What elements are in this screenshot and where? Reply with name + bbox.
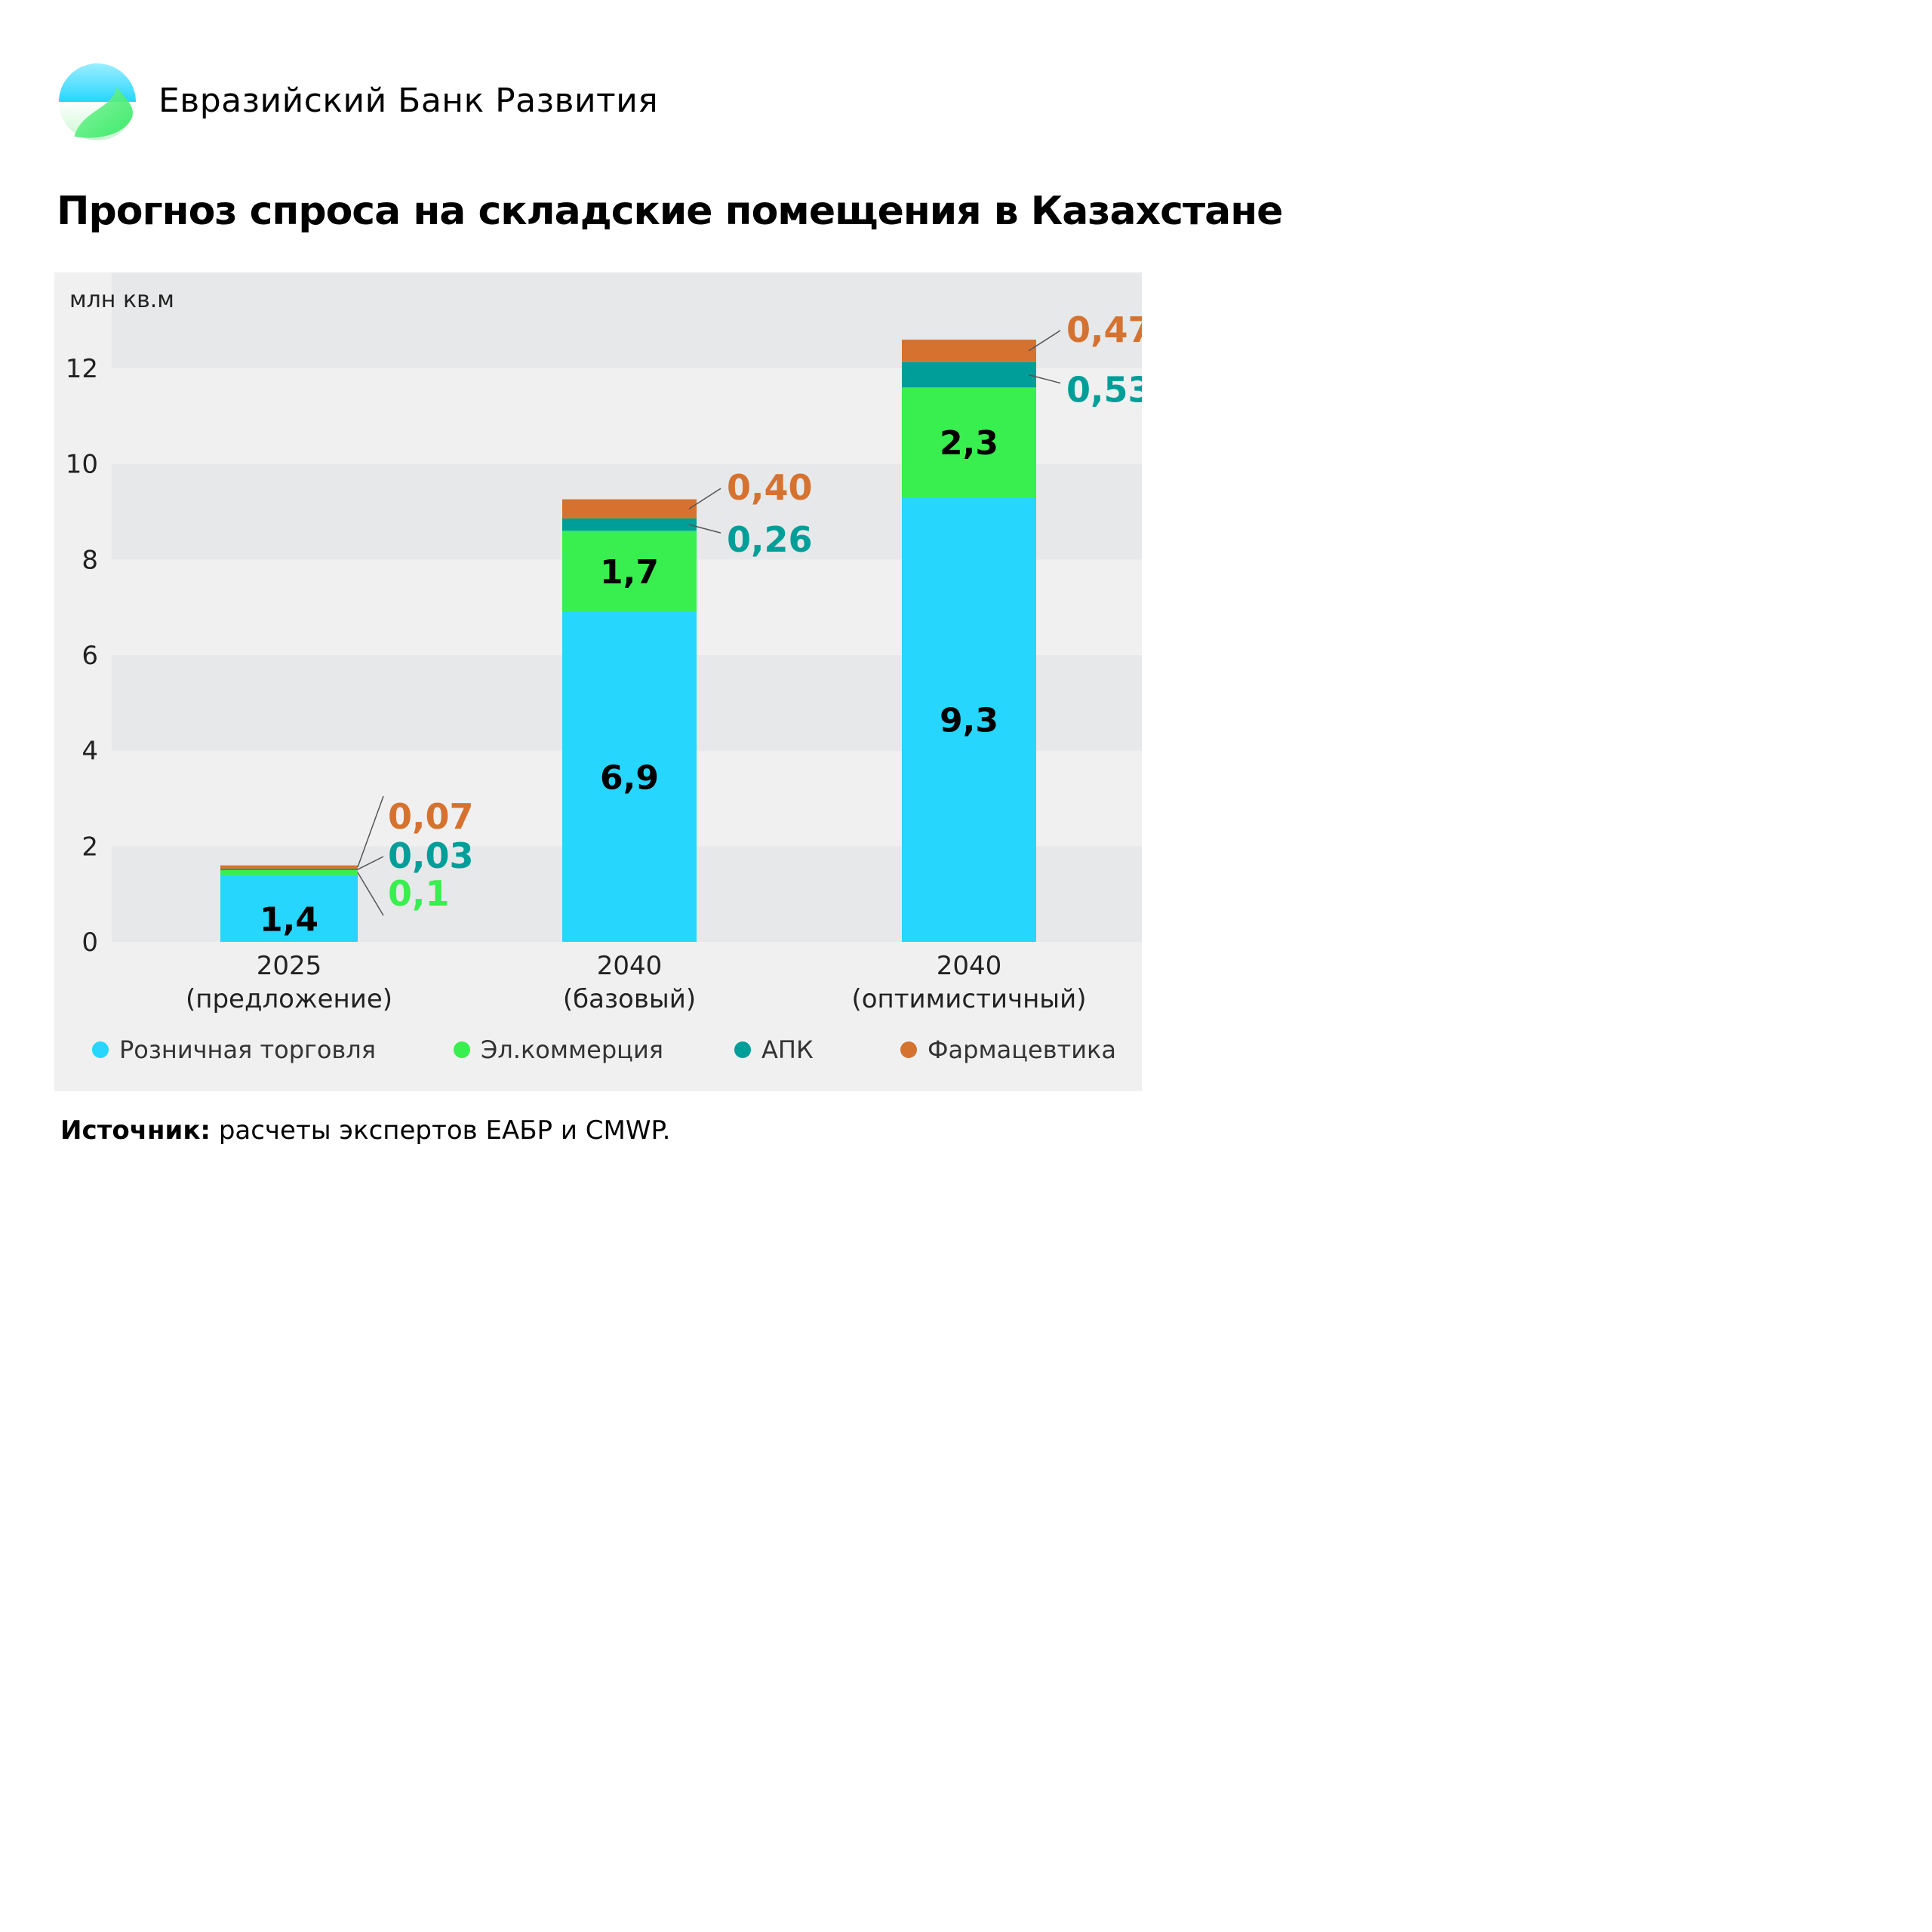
legend-item-pharma: Фармацевтика xyxy=(900,1035,1116,1064)
y-tick-label: 12 xyxy=(66,354,98,384)
source-label: Источник: xyxy=(60,1115,211,1146)
data-label-retail: 1,4 xyxy=(260,901,318,940)
data-label-pharma: 0,40 xyxy=(727,467,813,508)
legend-label: Фармацевтика xyxy=(928,1035,1116,1064)
leader-line xyxy=(357,795,384,868)
x-tick-label: (базовый) xyxy=(563,984,696,1014)
chart-title: Прогноз спроса на складские помещения в … xyxy=(57,189,1283,234)
source-note: Источник: расчеты экспертов ЕАБР и CMWP. xyxy=(60,1115,670,1146)
stacked-bar-chart: 0 2 4 6 8 10 12 млн кв.м 2025(предложение) 1,4 0,0… xyxy=(66,272,1142,1014)
y-tick-label: 8 xyxy=(82,545,98,575)
bar-segment-apk xyxy=(220,869,358,871)
leader-line xyxy=(357,856,384,870)
bar-segment-pharma xyxy=(562,499,697,518)
data-label-apk: 0,26 xyxy=(727,519,813,560)
legend-dot xyxy=(92,1041,109,1058)
legend-item-retail: Розничная торговля xyxy=(92,1035,376,1064)
y-tick-label: 2 xyxy=(82,832,98,862)
legend-item-ecom: Эл.коммерция xyxy=(454,1035,663,1064)
legend-label: Розничная торговля xyxy=(119,1035,376,1064)
y-tick-label: 10 xyxy=(66,450,98,480)
bar-segment-ecom xyxy=(562,531,697,613)
bar-segment-pharma xyxy=(220,865,358,869)
leader-line xyxy=(688,524,721,534)
x-tick-label: 2025 xyxy=(257,951,322,981)
eabr-logo xyxy=(59,63,136,140)
source-text: расчеты экспертов ЕАБР и CMWP. xyxy=(211,1115,671,1146)
data-label-ecom: 1,7 xyxy=(600,553,659,592)
bar-segment-retail xyxy=(562,612,697,942)
data-label-apk: 0,53 xyxy=(1066,370,1142,411)
legend-dot xyxy=(454,1041,470,1058)
data-label-retail: 9,3 xyxy=(940,702,998,740)
legend-item-apk: АПК xyxy=(734,1035,814,1064)
leader-line xyxy=(1028,374,1061,384)
legend-label: АПК xyxy=(761,1035,814,1064)
leader-line xyxy=(357,872,384,916)
bar-segment-apk xyxy=(902,361,1036,388)
x-tick-label: (предложение) xyxy=(186,984,392,1014)
legend-label: Эл.коммерция xyxy=(481,1035,663,1064)
chart-panel: 0 2 4 6 8 10 12 млн кв.м 2025 (предложение) 1,4 0,0… xyxy=(54,272,1142,1091)
y-tick-label: 6 xyxy=(82,641,98,671)
data-label-pharma: 0,07 xyxy=(388,796,474,837)
y-tick-label: 4 xyxy=(82,737,98,767)
data-label-ecom: 2,3 xyxy=(940,424,998,463)
bar-segment-ecom xyxy=(220,870,358,875)
x-tick-label: 2040 xyxy=(597,951,663,981)
leader-line xyxy=(1028,330,1061,352)
data-label-ecom: 0,1 xyxy=(388,873,450,914)
bar-segment-retail xyxy=(902,497,1036,942)
x-tick-label: (оптимистичный) xyxy=(851,984,1086,1014)
brand-name: Евразийский Банк Развития xyxy=(158,82,659,120)
bar-segment-apk xyxy=(562,518,697,531)
bar-segment-pharma xyxy=(902,340,1036,362)
y-axis-unit: млн кв.м xyxy=(69,287,174,313)
y-tick-label: 0 xyxy=(82,928,98,958)
bar-segment-retail xyxy=(220,875,358,942)
data-label-apk: 0,03 xyxy=(388,835,474,876)
data-label-pharma: 0,47 xyxy=(1066,309,1142,350)
legend-dot xyxy=(734,1041,751,1058)
bar-segment-ecom xyxy=(902,387,1036,498)
data-label-retail: 6,9 xyxy=(600,759,659,798)
legend-dot xyxy=(900,1041,917,1058)
x-tick-label: 2040 xyxy=(937,951,1002,981)
leader-line xyxy=(688,488,721,509)
